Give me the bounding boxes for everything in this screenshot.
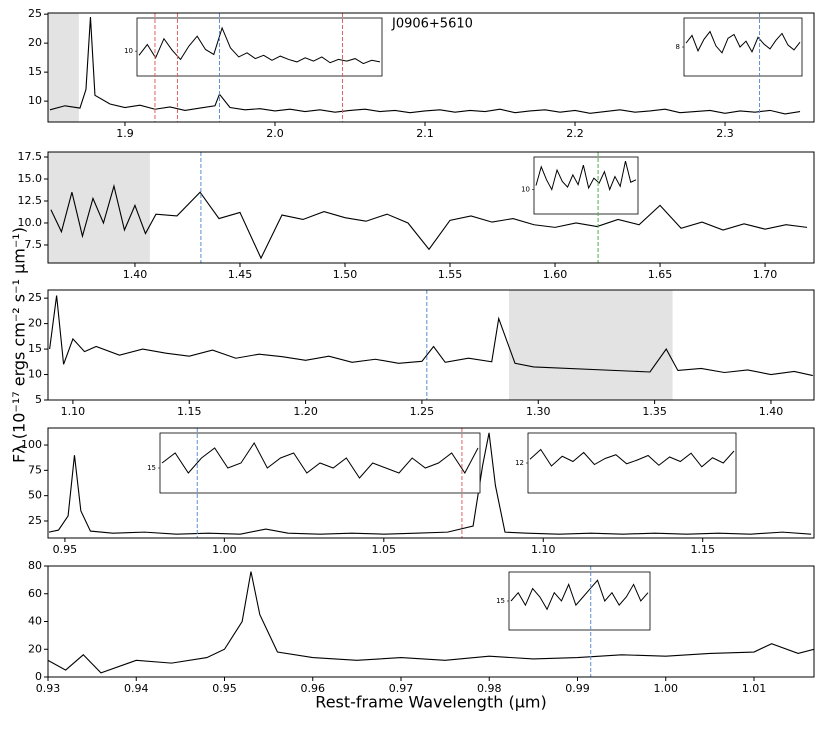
y-tick-label: 10.0 <box>18 216 43 229</box>
y-tick-label: 60 <box>28 587 42 600</box>
x-tick-label: 1.30 <box>526 405 551 418</box>
x-tick-label: 0.98 <box>477 682 502 695</box>
x-tick-label: 1.65 <box>648 268 673 281</box>
x-tick-label: 0.93 <box>36 682 61 695</box>
inset-tick-label: 8 <box>676 43 680 51</box>
axes-frame <box>47 427 815 539</box>
x-tick-label: 2.3 <box>716 127 734 140</box>
y-tick-label: 17.5 <box>18 150 43 163</box>
y-tick-label: 25 <box>28 514 42 527</box>
y-tick-label: 20 <box>28 642 42 655</box>
y-tick-label: 7.5 <box>25 238 43 251</box>
y-tick-label: 80 <box>28 559 42 572</box>
axes-frame <box>47 151 815 264</box>
x-tick-label: 1.10 <box>61 405 86 418</box>
x-tick-label: 1.15 <box>690 543 715 556</box>
x-tick-label: 1.05 <box>372 543 397 556</box>
axes-frame <box>47 289 815 401</box>
x-tick-label: 0.94 <box>124 682 149 695</box>
y-tick-label: 10 <box>28 94 42 107</box>
x-tick-label: 1.15 <box>177 405 202 418</box>
chart-title: J0906+5610 <box>391 17 473 32</box>
x-tick-label: 1.55 <box>438 268 463 281</box>
y-tick-label: 75 <box>28 463 42 476</box>
inset-tick-label: 12 <box>515 459 524 467</box>
y-tick-label: 15 <box>28 342 42 355</box>
y-tick-label: 40 <box>28 615 42 628</box>
x-tick-label: 1.25 <box>410 405 435 418</box>
y-tick-label: 20 <box>28 36 42 49</box>
shaded-region <box>48 13 79 122</box>
inset-spectrum <box>685 30 801 54</box>
x-tick-label: 1.10 <box>531 543 556 556</box>
y-tick-label: 25 <box>28 7 42 20</box>
inset-spectrum <box>529 448 735 468</box>
panel: 15 0.93 0.94 0.95 0.96 0.97 0.98 0.99 1.00 1.01 0 2… <box>28 559 815 712</box>
inset-frame <box>136 17 383 77</box>
y-tick-label: 50 <box>28 489 42 502</box>
inset-tick-label: 10 <box>124 47 133 55</box>
x-tick-label: 1.40 <box>759 405 784 418</box>
spectrum <box>49 17 801 115</box>
x-tick-label: 2.0 <box>266 127 284 140</box>
x-tick-label: 2.2 <box>566 127 584 140</box>
y-tick-label: 20 <box>28 317 42 330</box>
x-tick-label: 1.45 <box>228 268 253 281</box>
panel: 1.10 1.15 1.20 1.25 1.30 1.35 1.40 5 10 15 20 25Fλ … <box>10 227 815 463</box>
x-tick-label: 0.99 <box>565 682 590 695</box>
inset-spectrum <box>510 579 649 611</box>
x-tick-label: 1.70 <box>753 268 778 281</box>
panel: 15 12 0.95 1.00 1.05 1.10 1.15 25 50 75 100 <box>21 427 815 556</box>
x-tick-label: 0.95 <box>53 543 78 556</box>
inset-spectrum <box>138 26 381 65</box>
y-tick-label: 0 <box>35 670 42 683</box>
inset-spectrum <box>535 160 637 192</box>
x-tick-label: 1.20 <box>293 405 318 418</box>
x-tick-label: 0.95 <box>212 682 237 695</box>
y-tick-label: 25 <box>28 291 42 304</box>
x-tick-label: 1.40 <box>123 268 148 281</box>
y-tick-label: 10 <box>28 368 42 381</box>
x-tick-label: 0.97 <box>389 682 414 695</box>
x-tick-label: 1.60 <box>543 268 568 281</box>
y-tick-label: 12.5 <box>18 194 43 207</box>
spectrum <box>48 432 812 535</box>
x-axis-label: Rest-frame Wavelength (μm) <box>315 693 546 712</box>
inset-tick-label: 10 <box>521 186 530 194</box>
panel: 10 8 1.9 2.0 2.1 2.2 2.3 10 15 20 25 J0906+5610 <box>28 7 815 140</box>
x-tick-label: 1.00 <box>653 682 678 695</box>
inset-spectrum <box>161 442 479 479</box>
inset-tick-label: 15 <box>147 464 156 472</box>
x-tick-label: 0.96 <box>300 682 325 695</box>
y-axis-label: Fλ (10⁻¹⁷ ergs cm⁻² s⁻¹ μm⁻¹) <box>10 227 29 463</box>
y-tick-label: 15.0 <box>18 172 43 185</box>
inset-tick-label: 15 <box>496 597 505 605</box>
spectrum <box>49 295 813 377</box>
y-tick-label: 15 <box>28 65 42 78</box>
x-tick-label: 2.1 <box>416 127 434 140</box>
x-tick-label: 1.9 <box>116 127 134 140</box>
x-tick-label: 1.01 <box>742 682 767 695</box>
y-tick-label: 100 <box>21 438 42 451</box>
shaded-region <box>508 290 673 400</box>
x-tick-label: 1.00 <box>212 543 237 556</box>
axes-frame <box>47 12 815 123</box>
spectrum <box>50 183 808 260</box>
shaded-region <box>48 152 150 263</box>
panel: 10 1.40 1.45 1.50 1.55 1.60 1.65 1.70 7.5 10.0 12.… <box>18 150 815 281</box>
spectrum <box>48 571 814 674</box>
x-tick-label: 1.50 <box>333 268 358 281</box>
axes-frame <box>47 565 815 678</box>
inset-frame <box>683 17 803 77</box>
x-tick-label: 1.35 <box>642 405 667 418</box>
inset-frame <box>527 432 737 494</box>
y-tick-label: 5 <box>35 393 42 406</box>
